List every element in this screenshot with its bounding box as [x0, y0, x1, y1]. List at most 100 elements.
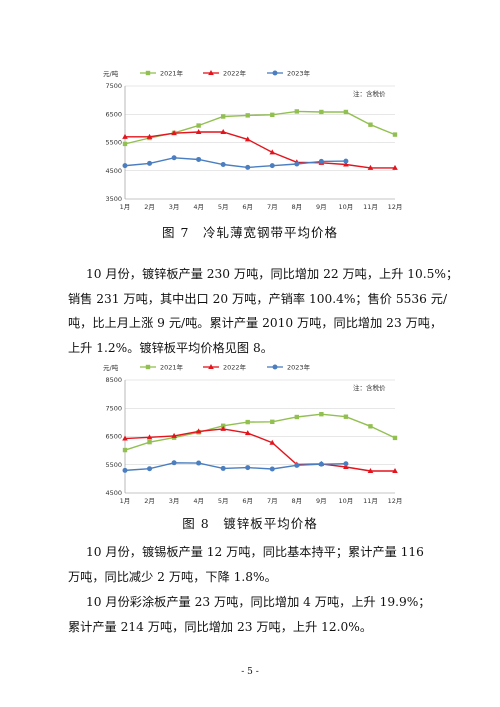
x-tick-label: 5月: [218, 497, 229, 505]
paragraph-line: 累计产量 214 万吨，同比增加 23 万吨，上升 12.0%。: [68, 619, 373, 634]
x-tick-label: 3月: [169, 497, 180, 505]
data-point: [318, 158, 324, 164]
chart-note: 注：含税价: [353, 383, 386, 392]
paragraph-galvanized: 10 月份，镀锌板产量 230 万吨，同比增加 22 万吨，上升 10.5%； …: [68, 262, 458, 360]
chart-note: 注：含税价: [353, 89, 386, 98]
data-point: [368, 424, 373, 429]
data-point: [244, 430, 251, 436]
paragraph-line: 上升 1.2%。镀锌板平均价格见图 8。: [68, 340, 273, 355]
data-point: [195, 129, 202, 135]
y-tick-label: 5500: [105, 139, 122, 147]
x-tick-label: 11月: [363, 497, 378, 505]
legend-marker: [208, 70, 214, 75]
legend-label: 2023年: [287, 68, 311, 77]
data-point: [269, 149, 276, 155]
data-point: [122, 467, 128, 473]
data-point: [220, 114, 226, 119]
data-point: [122, 133, 128, 139]
legend-label: 2022年: [223, 68, 247, 77]
data-point: [392, 467, 398, 473]
data-point: [220, 129, 226, 135]
y-tick-label: 4500: [105, 489, 122, 497]
data-point: [294, 109, 300, 114]
data-point: [122, 447, 128, 453]
data-point: [220, 465, 226, 471]
x-tick-label: 4月: [193, 203, 204, 211]
x-tick-label: 8月: [291, 203, 302, 211]
data-point: [171, 460, 177, 466]
data-point: [220, 425, 226, 431]
legend-label: 2021年: [160, 362, 184, 371]
data-point: [294, 414, 300, 420]
data-point: [147, 439, 152, 445]
paragraph-line: 10 月份，镀锡板产量 12 万吨，同比基本持平；累计产量 116: [86, 545, 424, 559]
data-point: [196, 123, 201, 128]
x-tick-label: 10月: [339, 497, 354, 505]
series-line: [124, 413, 396, 451]
legend-label: 2023年: [287, 362, 311, 371]
x-tick-label: 12月: [388, 203, 403, 211]
x-tick-label: 2月: [144, 497, 155, 505]
legend-marker: [272, 70, 278, 76]
data-point: [196, 460, 202, 466]
chart-galvanized-price: 元/吨 注：含税价 4500 5500 6500 7500 8500 1月 2月 3月 4月 5月 6月…: [95, 360, 405, 510]
x-tick-label: 1月: [120, 497, 131, 505]
x-tick-label: 9月: [316, 497, 327, 505]
data-point: [270, 112, 275, 118]
y-tick-label: 7500: [105, 404, 122, 412]
series-line: [125, 131, 395, 169]
paragraph-line: 销售 231 万吨，其中出口 20 万吨，产销率 100.4%；售价 5536 …: [68, 291, 448, 306]
data-point: [343, 414, 349, 419]
x-tick-label: 1月: [120, 203, 131, 211]
x-tick-label: 6月: [242, 497, 253, 505]
data-point: [171, 155, 177, 161]
y-tick-label: 5500: [105, 461, 122, 469]
data-point: [319, 109, 324, 115]
legend-label: 2022年: [223, 362, 247, 371]
series-line: [124, 157, 346, 169]
data-point: [343, 461, 349, 467]
y-tick-label: 6500: [105, 110, 122, 118]
data-point: [147, 466, 153, 472]
x-tick-label: 11月: [363, 203, 378, 211]
x-tick-label: 7月: [267, 203, 278, 211]
figure-caption-8: 图 8 镀锌板平均价格: [182, 516, 318, 531]
data-point: [269, 439, 276, 445]
data-point: [343, 464, 349, 470]
legend-marker: [145, 70, 151, 76]
data-point: [220, 423, 226, 428]
x-tick-label: 6月: [242, 203, 253, 211]
chart-cold-rolled-strip-price: 元/吨 注：含税价 3500 4500 5500 6500 7500 1月 2月 3月 4月 5月 6月…: [95, 66, 405, 216]
y-axis-label: 元/吨: [103, 363, 119, 372]
paragraph-color-coated: 10 月份彩涂板产量 23 万吨，同比增加 4 万吨，上升 19.9%； 累计产…: [68, 590, 446, 639]
data-point: [245, 419, 250, 425]
y-tick-label: 8500: [105, 376, 122, 384]
paragraph-line: 吨，比上月上涨 9 元/吨。累计产量 2010 万吨，同比增加 23 万吨，: [68, 316, 443, 330]
legend-marker: [272, 364, 278, 370]
series-line: [124, 462, 346, 472]
data-point: [122, 435, 128, 441]
data-point: [269, 466, 275, 472]
series-line: [124, 428, 395, 472]
data-point: [294, 161, 300, 167]
data-point: [343, 109, 349, 115]
y-tick-label: 3500: [105, 195, 122, 203]
data-point: [269, 163, 275, 169]
chart-svg: 元/吨注：含税价 3500 4500 5500 6500 7500 1月 2月 3月 4月 5月 6月…: [103, 68, 403, 211]
data-point: [244, 136, 251, 142]
data-point: [122, 163, 128, 169]
x-tick-label: 12月: [388, 497, 403, 505]
data-point: [245, 113, 250, 118]
x-tick-label: 7月: [267, 497, 278, 505]
data-point: [392, 132, 398, 137]
data-point: [147, 160, 153, 166]
page-number: - 5 -: [241, 667, 259, 677]
data-point: [171, 130, 177, 136]
data-point: [368, 122, 373, 127]
legend-label: 2021年: [160, 68, 184, 77]
data-point: [343, 161, 349, 167]
x-tick-label: 10月: [339, 203, 354, 211]
paragraph-tinplate: 10 月份，镀锡板产量 12 万吨，同比基本持平；累计产量 116 万吨，同比减…: [68, 540, 446, 589]
data-point: [270, 419, 275, 425]
data-point: [146, 133, 153, 139]
